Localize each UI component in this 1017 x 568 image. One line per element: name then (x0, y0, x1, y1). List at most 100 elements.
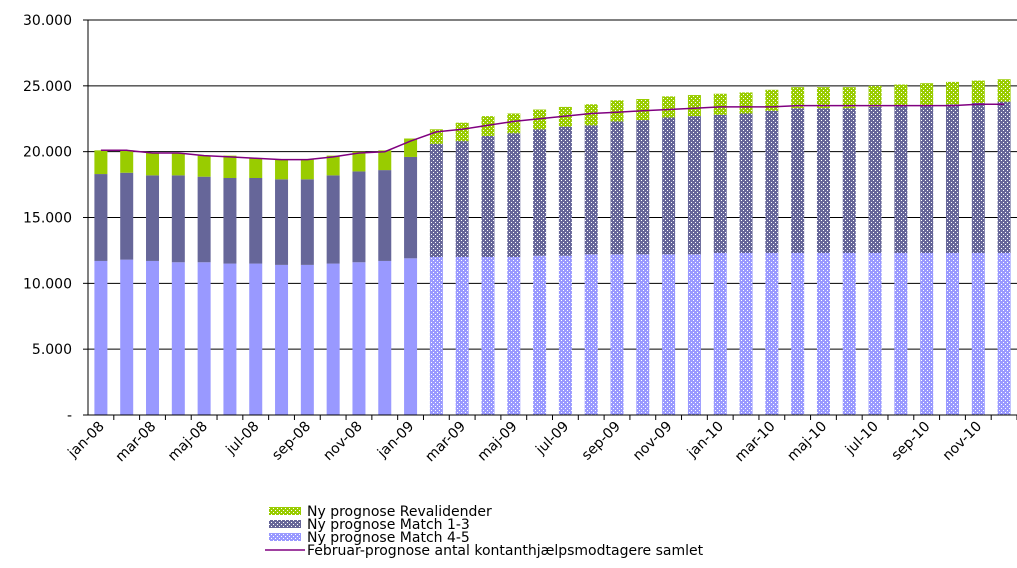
bar-segment (584, 125, 598, 255)
bar-segment (223, 178, 237, 264)
bar-segment (223, 155, 237, 178)
bar-segment (971, 102, 985, 254)
bar-segment (687, 116, 701, 255)
bar-segment (171, 175, 185, 263)
y-tick-label: 10.000 (23, 276, 72, 292)
bar-segment (481, 135, 495, 257)
bar-segment (94, 150, 108, 175)
bar-segment (765, 110, 779, 254)
bar-segment (326, 263, 340, 415)
bar-segment (455, 122, 469, 142)
bar-segment (275, 264, 289, 415)
bar-segment (739, 253, 753, 415)
x-tick-label: jan-08 (64, 419, 107, 462)
bar-segment (584, 104, 598, 126)
bar-segment (920, 83, 934, 106)
y-tick-label: - (67, 408, 72, 424)
bar-segment (610, 100, 624, 122)
bar-segment (610, 254, 624, 415)
bar-segment (249, 158, 263, 178)
bar-segment (791, 87, 805, 109)
x-tick-label: maj-08 (165, 419, 211, 465)
bar-segment (791, 253, 805, 415)
bar-segment (997, 79, 1011, 102)
bar-segment (791, 108, 805, 254)
bar-segment (481, 257, 495, 415)
bar-segment (997, 253, 1011, 415)
bar-segment (300, 264, 314, 415)
bar-segment (945, 253, 959, 415)
x-tick-label: nov-09 (630, 419, 675, 464)
bar-segment (507, 257, 521, 415)
bar-segment (171, 262, 185, 415)
bar-segment (429, 257, 443, 415)
bar-segment (326, 155, 340, 176)
y-tick-label: 25.000 (23, 79, 72, 95)
bar-segment (739, 113, 753, 254)
bar-segment (920, 253, 934, 415)
x-tick-label: jan-09 (374, 419, 417, 462)
x-tick-label: sep-09 (579, 419, 624, 464)
legend-label: Ny prognose Revalidender (307, 504, 492, 520)
bar-segment (146, 175, 160, 261)
bar-segment (713, 93, 727, 115)
bar-segment (378, 150, 392, 171)
bar-segment (945, 81, 959, 105)
legend-swatch (269, 507, 301, 515)
bar-segment (507, 113, 521, 134)
bar-segment (662, 96, 676, 118)
bar-segment (146, 152, 160, 176)
bar-segment (842, 87, 856, 109)
bar-segment (94, 260, 108, 415)
bar-segment (404, 258, 418, 415)
bar-segment (868, 106, 882, 254)
bar-segment (816, 108, 830, 254)
bar-segment (300, 179, 314, 265)
bar-segment (662, 254, 676, 415)
legend-label: Februar-prognose antal kontanthjælpsmodt… (307, 543, 704, 559)
bar-segment (300, 159, 314, 180)
x-tick-label: jul-08 (223, 419, 263, 459)
bar-segment (558, 255, 572, 415)
legend-label: Ny prognose Match 4-5 (307, 530, 470, 546)
bar-segment (971, 80, 985, 103)
bar-segment (894, 105, 908, 254)
bar-segment (739, 92, 753, 114)
bar-segment (894, 84, 908, 106)
bar-segment (920, 105, 934, 254)
bar-segment (378, 170, 392, 261)
bar-segment (816, 253, 830, 415)
bar-segment (326, 175, 340, 264)
y-tick-label: 20.000 (23, 145, 72, 161)
bar-segment (455, 257, 469, 415)
bar-segment (868, 85, 882, 107)
bar-segment (275, 159, 289, 180)
bar-segment (120, 172, 134, 260)
bar-segment (816, 87, 830, 109)
y-tick-label: 15.000 (23, 211, 72, 227)
line-series (100, 103, 1005, 161)
bar-segment (687, 95, 701, 117)
bar-segment (558, 126, 572, 256)
bar-segment (533, 255, 547, 415)
bar-segment (352, 262, 366, 415)
bar-segment (120, 150, 134, 173)
legend-label: Ny prognose Match 1-3 (307, 517, 470, 533)
bar-segment (842, 253, 856, 415)
bar-segment (378, 260, 392, 415)
bar-segment (636, 99, 650, 121)
bar-segment (610, 121, 624, 255)
bar-segment (894, 253, 908, 415)
bar-segment (352, 151, 366, 172)
bar-segment (120, 259, 134, 415)
legend-swatch (269, 520, 301, 528)
bar-segment (429, 143, 443, 257)
x-tick-label: mar-10 (732, 419, 779, 466)
bar-segment (197, 155, 211, 177)
x-tick-label: maj-09 (475, 419, 521, 465)
x-tick-label: mar-08 (113, 419, 160, 466)
x-tick-label: nov-08 (320, 419, 365, 464)
y-tick-label: 5.000 (32, 342, 72, 358)
x-tick-label: sep-08 (269, 419, 314, 464)
x-tick-label: nov-10 (940, 419, 985, 464)
